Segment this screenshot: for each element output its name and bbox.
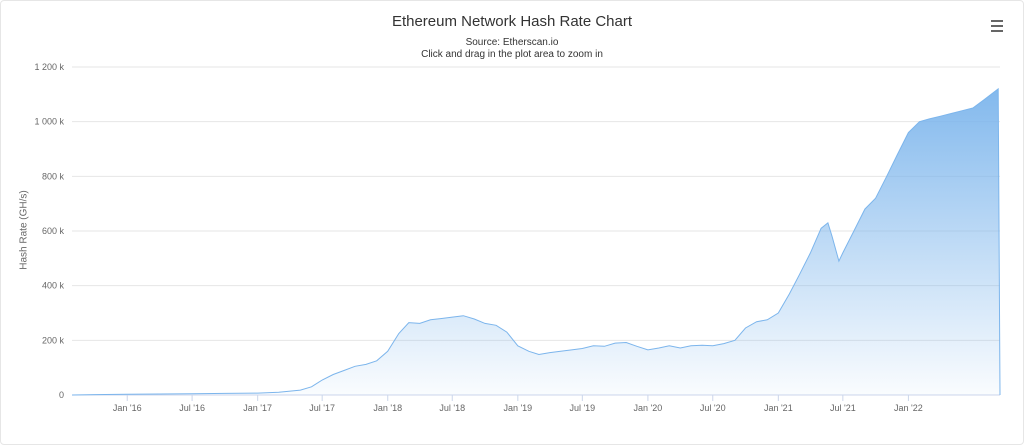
x-tick-label: Jul '19: [569, 403, 595, 413]
x-tick-label: Jul '17: [309, 403, 335, 413]
y-tick-label: 1 000 k: [34, 117, 64, 127]
chart-title: Ethereum Network Hash Rate Chart: [391, 13, 633, 30]
y-axis: 0 200 k 400 k 600 k 800 k 1 000 k 1 200 k: [34, 62, 64, 400]
y-tick-label: 1 200 k: [34, 62, 64, 72]
x-tick-label: Jan '20: [634, 403, 663, 413]
x-tick-label: Jan '22: [894, 403, 923, 413]
menu-bar: [991, 25, 1003, 27]
x-tick-label: Jan '19: [503, 403, 532, 413]
menu-bar: [991, 20, 1003, 22]
hamburger-menu-icon[interactable]: [988, 18, 1006, 34]
x-tick-label: Jul '16: [179, 403, 205, 413]
chart-zoom-instruction: Click and drag in the plot area to zoom …: [421, 49, 603, 60]
menu-bar: [991, 30, 1003, 32]
y-tick-label: 200 k: [42, 335, 65, 345]
series-area: [71, 87, 1001, 396]
chart-subtitle: Source: Etherscan.io: [465, 37, 559, 48]
hash-rate-line: [71, 87, 1001, 396]
y-tick-label: 0: [59, 390, 64, 400]
x-axis: Jan '16 Jul '16 Jan '17 Jul '17 Jan '18 Jul '…: [113, 395, 923, 413]
y-tick-label: 400 k: [42, 281, 65, 291]
x-tick-label: Jan '18: [373, 403, 402, 413]
x-tick-label: Jan '21: [764, 403, 793, 413]
x-tick-label: Jul '21: [830, 403, 856, 413]
hash-rate-area: [72, 88, 1000, 396]
x-tick-label: Jul '20: [700, 403, 726, 413]
y-tick-label: 600 k: [42, 226, 65, 236]
y-tick-label: 800 k: [42, 171, 65, 181]
x-tick-label: Jul '18: [439, 403, 465, 413]
x-tick-label: Jan '17: [243, 403, 272, 413]
x-tick-label: Jan '16: [113, 403, 142, 413]
